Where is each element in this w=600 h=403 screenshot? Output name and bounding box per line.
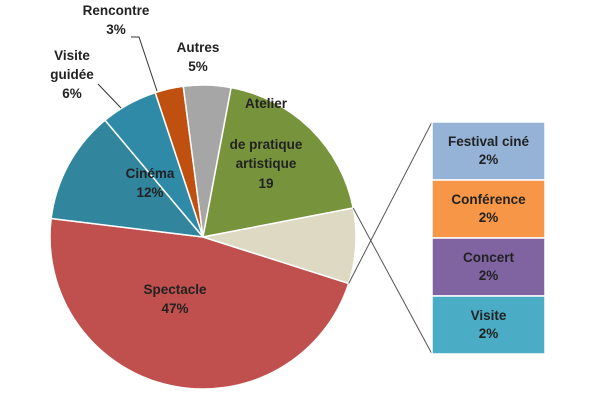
breakdown-segment-conference: [431, 179, 546, 239]
label-breakdown-visite: Visite 2%: [471, 308, 507, 341]
pie-slices: [49, 84, 357, 390]
slice-atelier: [202, 86, 355, 238]
data-labels: Spectacle 47% Cinéma 12% Visite guidée 6% Renco…: [50, 3, 529, 341]
label-atelier-line-4: 19: [258, 176, 273, 191]
label-breakdown-concert-line-2: 2%: [479, 268, 499, 283]
label-rencontre-line-1: Rencontre: [83, 3, 150, 18]
label-rencontre: Rencontre 3%: [83, 3, 150, 37]
label-spectacle-line-1: Spectacle: [143, 282, 207, 297]
label-visite-guidee: Visite guidée 6%: [50, 48, 94, 101]
label-atelier-line-3: artistique: [236, 156, 297, 171]
label-breakdown-conference-line-1: Conférence: [451, 192, 526, 207]
label-autres-line-2: 5%: [188, 59, 208, 74]
label-cinema-line-1: Cinéma: [126, 166, 175, 181]
leader-line-visite-guidee: [97, 83, 122, 109]
label-breakdown-conference: Conférence 2%: [451, 192, 526, 225]
label-breakdown-visite-line-2: 2%: [479, 326, 499, 341]
label-atelier-line-2: de pratique: [230, 137, 303, 152]
label-breakdown-conference-line-2: 2%: [479, 210, 499, 225]
label-spectacle: Spectacle 47%: [143, 282, 207, 316]
label-breakdown-concert: Concert 2%: [463, 250, 515, 283]
breakdown-bar: [431, 121, 546, 355]
leader-line-rencontre: [131, 36, 158, 92]
label-atelier: Atelier de pratique artistique 19: [230, 96, 303, 191]
label-cinema: Cinéma 12%: [126, 166, 175, 200]
slice-spectacle: [49, 217, 350, 390]
label-autres: Autres 5%: [177, 40, 220, 74]
label-breakdown-festival: Festival ciné 2%: [448, 134, 530, 167]
label-visite-guidee-line-2: guidée: [50, 67, 94, 82]
label-breakdown-visite-line-1: Visite: [471, 308, 507, 323]
label-spectacle-line-2: 47%: [161, 301, 188, 316]
label-visite-guidee-line-1: Visite: [54, 48, 90, 63]
label-breakdown-concert-line-1: Concert: [463, 250, 515, 265]
breakdown-segment-festival: [431, 121, 546, 181]
connector-lines: [97, 36, 433, 355]
connector-line-top: [348, 121, 433, 284]
label-cinema-line-2: 12%: [136, 185, 163, 200]
connector-line-bottom: [352, 207, 433, 355]
label-visite-guidee-line-3: 6%: [62, 86, 82, 101]
label-autres-line-1: Autres: [177, 40, 220, 55]
label-rencontre-line-2: 3%: [106, 22, 126, 37]
breakdown-segment-visite: [431, 295, 546, 355]
label-breakdown-festival-line-2: 2%: [479, 152, 499, 167]
breakdown-segment-concert: [431, 237, 546, 297]
label-atelier-line-1: Atelier: [245, 96, 288, 111]
label-breakdown-festival-line-1: Festival ciné: [448, 134, 530, 149]
slice-cinema: [50, 119, 205, 238]
